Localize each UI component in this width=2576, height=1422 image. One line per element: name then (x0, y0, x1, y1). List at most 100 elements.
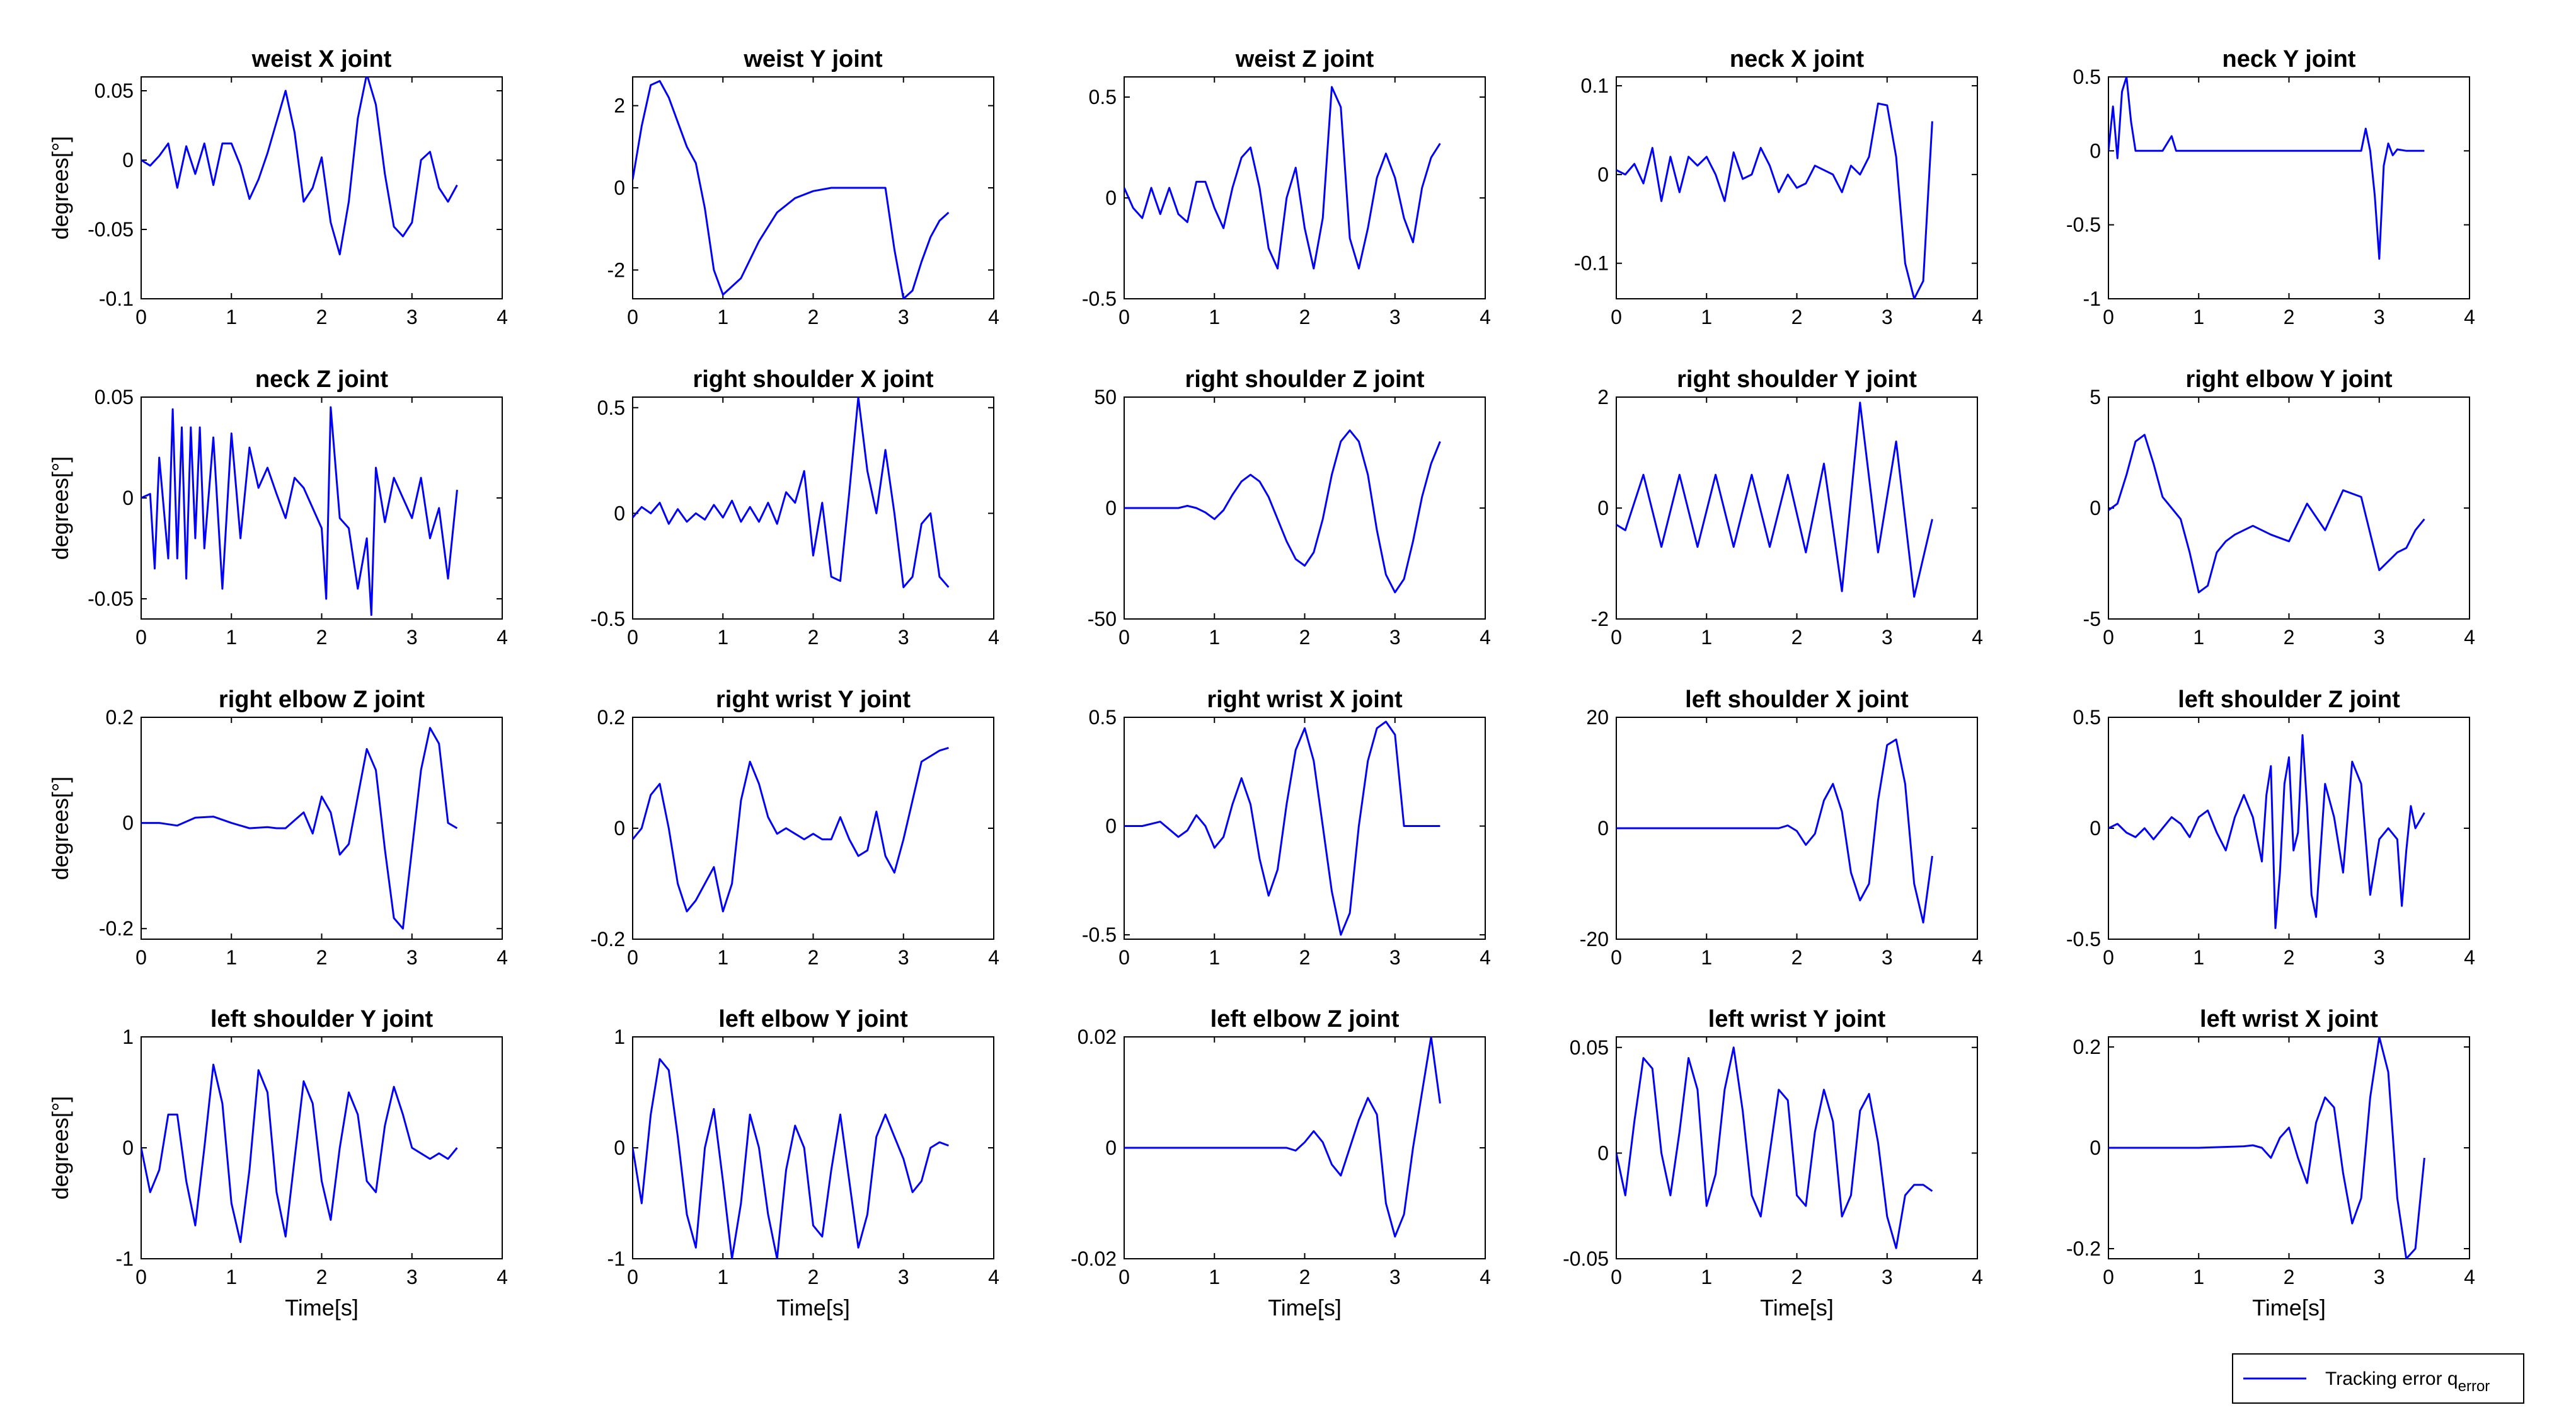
subplot-title: left wrist X joint (2200, 1006, 2378, 1032)
x-tick-label: 0 (627, 306, 638, 328)
x-tick-label: 3 (898, 306, 909, 328)
series-line (141, 727, 458, 930)
y-tick-label: -0.5 (1082, 923, 1117, 946)
y-tick-label: 0 (1105, 187, 1117, 209)
series-line (2108, 77, 2425, 260)
x-tick-label: 2 (316, 1266, 328, 1288)
y-tick-label: -0.2 (590, 928, 625, 951)
subplot-4: 0 1 2 3 4 -0.1 0 0.1 neck X joint (1574, 46, 1983, 328)
axes-box (2108, 396, 2470, 620)
y-tick-label: 0 (2090, 817, 2101, 840)
x-tick-label: 2 (1299, 1266, 1311, 1288)
x-axis-label: Time[s] (1760, 1295, 1834, 1321)
x-tick-label: 3 (2374, 1266, 2385, 1288)
x-tick-label: 1 (1701, 946, 1712, 969)
x-tick-label: 0 (135, 626, 147, 649)
axes-box (141, 76, 503, 299)
x-tick-label: 0 (1611, 1266, 1622, 1288)
x-tick-label: 4 (1972, 306, 1983, 328)
subplot-2: 0 1 2 3 4 -2 0 2 weist Y joint (607, 46, 999, 328)
x-tick-label: 0 (2103, 946, 2114, 969)
y-tick-label: -1 (2083, 287, 2101, 310)
y-tick-label: 1 (614, 1026, 625, 1048)
x-tick-label: 1 (1209, 946, 1220, 969)
x-tick-label: 4 (988, 306, 999, 328)
series-line (1124, 1037, 1441, 1238)
x-tick-label: 3 (1882, 946, 1893, 969)
x-tick-label: 4 (1480, 946, 1491, 969)
subplot-title: weist Y joint (743, 46, 883, 72)
x-tick-label: 2 (2284, 946, 2295, 969)
x-tick-label: 4 (1480, 1266, 1491, 1288)
y-tick-label: 0 (122, 149, 134, 171)
axes-box (141, 717, 503, 940)
x-tick-label: 2 (808, 306, 819, 328)
y-tick-label: -2 (607, 258, 625, 281)
x-tick-label: 4 (497, 626, 508, 649)
x-tick-label: 0 (1611, 306, 1622, 328)
y-tick-label: -1 (607, 1247, 625, 1270)
x-tick-label: 4 (1972, 1266, 1983, 1288)
x-tick-label: 0 (1118, 306, 1130, 328)
x-tick-label: 0 (1118, 626, 1130, 649)
x-tick-label: 1 (1209, 306, 1220, 328)
y-tick-label: -5 (2083, 608, 2101, 630)
axes-box (1124, 76, 1486, 299)
y-tick-label: 0 (1597, 163, 1609, 186)
series-line (141, 1063, 458, 1244)
x-tick-label: 3 (1882, 626, 1893, 649)
x-tick-label: 1 (226, 946, 237, 969)
series-line (1616, 102, 1933, 299)
x-tick-label: 4 (1972, 946, 1983, 969)
x-tick-label: 2 (2284, 626, 2295, 649)
subplot-title: right shoulder X joint (693, 366, 933, 393)
y-tick-label: 0.2 (597, 706, 625, 729)
x-tick-label: 0 (2103, 626, 2114, 649)
y-tick-label: 0 (1105, 497, 1117, 519)
x-tick-label: 4 (497, 306, 508, 328)
legend-label-sub: error (2458, 1378, 2490, 1395)
x-tick-label: 0 (135, 946, 147, 969)
subplot-title: weist Z joint (1235, 46, 1374, 72)
x-tick-label: 1 (717, 626, 728, 649)
y-tick-label: -0.05 (88, 587, 134, 610)
x-tick-label: 2 (316, 306, 328, 328)
x-tick-label: 2 (1791, 946, 1803, 969)
y-tick-label: 0.1 (1581, 74, 1609, 97)
y-tick-label: 0 (2090, 1136, 2101, 1159)
y-axis-label: degrees[°] (47, 456, 73, 560)
x-tick-label: 1 (1209, 626, 1220, 649)
y-tick-label: 0.05 (1570, 1036, 1609, 1059)
y-tick-label: 1 (122, 1026, 134, 1048)
x-axis-label: Time[s] (1268, 1295, 1342, 1321)
series-line (2108, 1037, 2425, 1259)
x-axis-label: Time[s] (776, 1295, 850, 1321)
legend-label: Tracking error qerror (2325, 1368, 2490, 1395)
y-axis-label: degrees[°] (47, 1096, 73, 1200)
x-tick-label: 0 (1611, 946, 1622, 969)
x-tick-label: 2 (1791, 1266, 1803, 1288)
y-tick-label: -1 (116, 1247, 134, 1270)
x-tick-label: 4 (988, 946, 999, 969)
y-tick-label: -0.5 (590, 608, 625, 630)
subplot-title: weist X joint (251, 46, 392, 72)
y-tick-label: 0.05 (95, 386, 134, 408)
x-tick-label: 4 (497, 946, 508, 969)
y-tick-label: 0 (122, 812, 134, 835)
x-tick-label: 1 (717, 946, 728, 969)
axes-box (1124, 717, 1486, 940)
subplot-title: left shoulder Y joint (210, 1006, 434, 1032)
x-axis-label: Time[s] (285, 1295, 359, 1321)
series-line (633, 397, 950, 589)
x-tick-label: 1 (1701, 1266, 1712, 1288)
y-axis-label: degrees[°] (47, 136, 73, 240)
subplot-title: left elbow Y joint (718, 1006, 908, 1032)
x-tick-label: 2 (1299, 626, 1311, 649)
